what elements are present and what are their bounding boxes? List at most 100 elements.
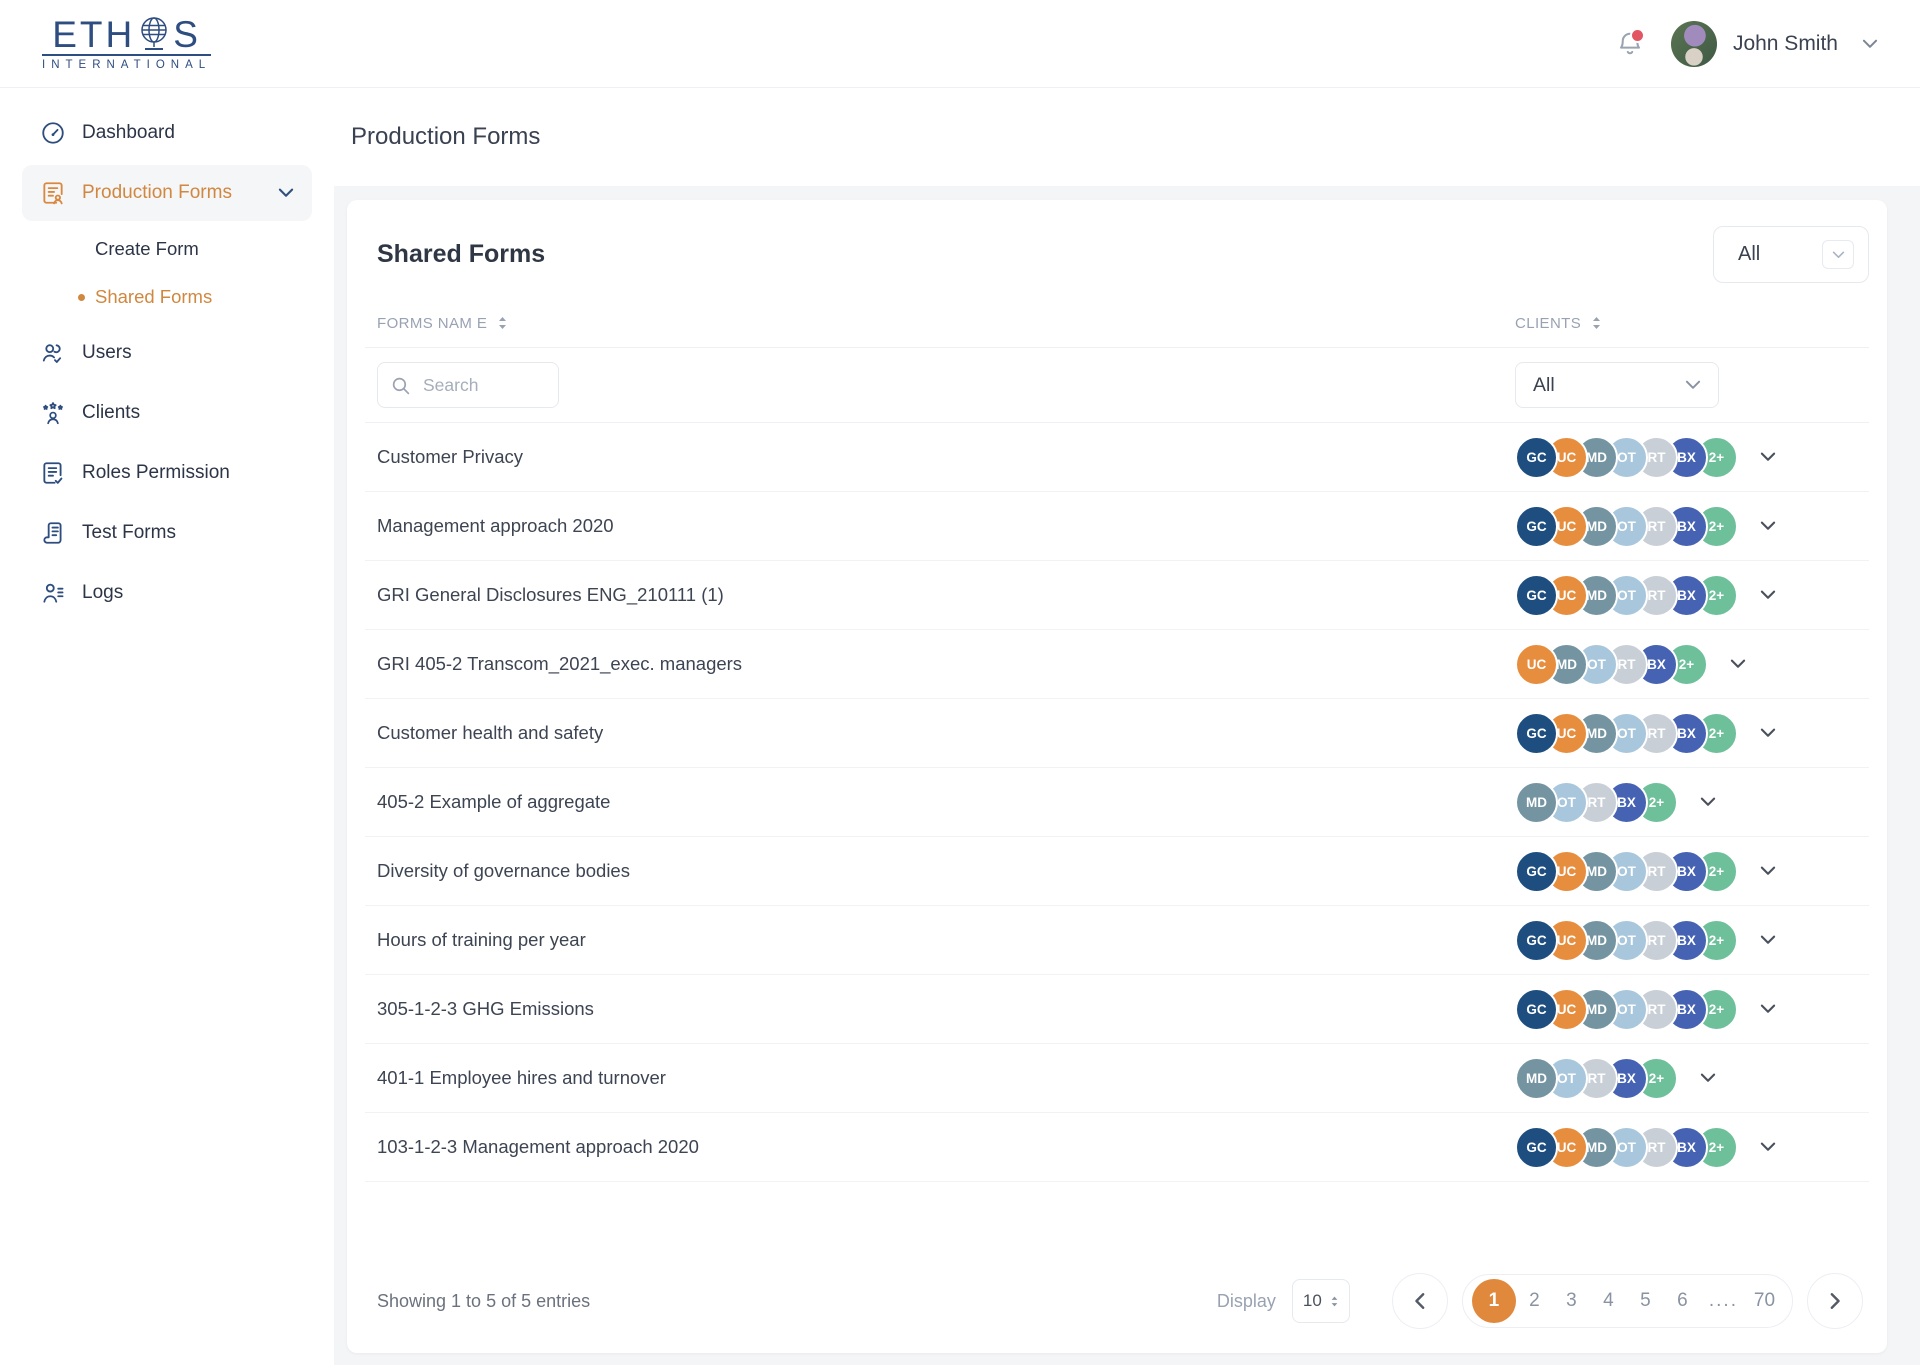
- sidebar-item-logs[interactable]: Logs: [22, 565, 312, 621]
- expand-row-chevron-icon[interactable]: [1756, 931, 1780, 949]
- expand-row-chevron-icon[interactable]: [1756, 1138, 1780, 1156]
- roles-permission-icon: [40, 460, 66, 486]
- expand-row-chevron-icon[interactable]: [1726, 655, 1750, 673]
- sidebar-item-label: Roles Permission: [82, 462, 230, 483]
- client-avatar-MD: MD: [1515, 780, 1558, 824]
- client-avatar-stack[interactable]: MD OT RT BX 2+: [1515, 780, 1678, 824]
- client-avatar-stack[interactable]: UC MD OT RT BX 2+: [1515, 642, 1708, 686]
- table-row[interactable]: 305-1-2-3 GHG Emissions GC UC MD OT RT BX 2+: [365, 975, 1869, 1044]
- sidebar-nav: Dashboard Production Forms Create Form Shar…: [0, 105, 334, 621]
- client-avatar-stack[interactable]: GC UC MD OT RT BX 2+: [1515, 849, 1738, 893]
- expand-row-chevron-icon[interactable]: [1696, 1069, 1720, 1087]
- sidebar-item-test-forms[interactable]: Test Forms: [22, 505, 312, 561]
- clients-filter-select[interactable]: All: [1515, 362, 1719, 408]
- sidebar-item-clients[interactable]: Clients: [22, 385, 312, 441]
- chevron-down-icon: [1862, 39, 1878, 49]
- table-row[interactable]: Management approach 2020 GC UC MD OT RT BX 2+: [365, 492, 1869, 561]
- clients-cell: UC MD OT RT BX 2+: [1515, 642, 1857, 686]
- table-row[interactable]: GRI 405-2 Transcom_2021_exec. managers UC…: [365, 630, 1869, 699]
- expand-row-chevron-icon[interactable]: [1756, 448, 1780, 466]
- clients-cell: GC UC MD OT RT BX 2+: [1515, 573, 1857, 617]
- clients-cell: GC UC MD OT RT BX 2+: [1515, 1125, 1857, 1169]
- previous-page-button[interactable]: [1391, 1273, 1448, 1329]
- client-avatar-GC: GC: [1515, 1125, 1558, 1169]
- form-name: Management approach 2020: [377, 515, 614, 536]
- sidebar-item-label: Logs: [82, 582, 124, 603]
- page-size-select[interactable]: 10: [1291, 1279, 1350, 1323]
- table-row[interactable]: Diversity of governance bodies GC UC MD OT RT…: [365, 837, 1869, 906]
- sidebar-item-roles-permission[interactable]: Roles Permission: [22, 445, 312, 501]
- clients-cell: GC UC MD OT RT BX 2+: [1515, 711, 1857, 755]
- users-icon: [40, 340, 66, 366]
- client-avatar-MD: MD: [1515, 1056, 1558, 1100]
- logo-text-right: S: [173, 13, 201, 55]
- expand-row-chevron-icon[interactable]: [1756, 724, 1780, 742]
- sidebar-item-users[interactable]: Users: [22, 325, 312, 381]
- expand-row-chevron-icon[interactable]: [1756, 517, 1780, 535]
- page-button-6[interactable]: 6: [1664, 1279, 1701, 1323]
- content-area: Shared Forms All FORMS NAM E CLIENTS: [334, 186, 1920, 1365]
- logo-subtitle: INTERNATIONAL: [42, 59, 212, 72]
- page-button-2[interactable]: 2: [1516, 1279, 1553, 1323]
- expand-row-chevron-icon[interactable]: [1756, 1000, 1780, 1018]
- user-avatar: [1670, 20, 1717, 67]
- client-avatar-stack[interactable]: GC UC MD OT RT BX 2+: [1515, 435, 1738, 479]
- sidebar-item-label: Clients: [82, 402, 141, 423]
- form-name: Hours of training per year: [377, 929, 586, 950]
- logo-rule: [42, 54, 212, 57]
- table-row[interactable]: Customer health and safety GC UC MD OT RT BX 2+: [365, 699, 1869, 768]
- form-name: 401-1 Employee hires and turnover: [377, 1067, 666, 1088]
- page-button-3[interactable]: 3: [1553, 1279, 1590, 1323]
- client-avatar-stack[interactable]: GC UC MD OT RT BX 2+: [1515, 1125, 1738, 1169]
- client-avatar-stack[interactable]: MD OT RT BX 2+: [1515, 1056, 1678, 1100]
- clients-cell: GC UC MD OT RT BX 2+: [1515, 435, 1857, 479]
- showing-entries-text: Showing 1 to 5 of 5 entries: [377, 1290, 591, 1311]
- clients-icon: [40, 400, 66, 426]
- page-ellipsis: ....: [1708, 1290, 1738, 1311]
- client-avatar-stack[interactable]: GC UC MD OT RT BX 2+: [1515, 918, 1738, 962]
- column-header-forms-name[interactable]: FORMS NAM E: [377, 315, 1515, 332]
- sidebar-item-shared-forms[interactable]: Shared Forms: [22, 273, 312, 321]
- sidebar-item-label: Users: [82, 342, 132, 363]
- sort-icon: [1591, 316, 1602, 330]
- search-box: [377, 362, 559, 408]
- sidebar-item-dashboard[interactable]: Dashboard: [22, 105, 312, 161]
- table-row[interactable]: GRI General Disclosures ENG_210111 (1) GC…: [365, 561, 1869, 630]
- expand-row-chevron-icon[interactable]: [1756, 586, 1780, 604]
- expand-row-chevron-icon[interactable]: [1696, 793, 1720, 811]
- page-button-4[interactable]: 4: [1590, 1279, 1627, 1323]
- search-icon: [391, 376, 410, 395]
- expand-row-chevron-icon[interactable]: [1756, 862, 1780, 880]
- table-header-row: FORMS NAM E CLIENTS: [365, 299, 1869, 348]
- table-row[interactable]: 103-1-2-3 Management approach 2020 GC UC MD…: [365, 1113, 1869, 1182]
- client-avatar-stack[interactable]: GC UC MD OT RT BX 2+: [1515, 711, 1738, 755]
- table-row[interactable]: 405-2 Example of aggregate MD OT RT BX 2+: [365, 768, 1869, 837]
- user-menu[interactable]: John Smith: [1670, 20, 1878, 67]
- search-input[interactable]: [421, 373, 545, 397]
- client-avatar-stack[interactable]: GC UC MD OT RT BX 2+: [1515, 504, 1738, 548]
- chevron-down-icon: [1822, 240, 1854, 269]
- table-row[interactable]: 401-1 Employee hires and turnover MD OT RT B…: [365, 1044, 1869, 1113]
- client-avatar-UC: UC: [1515, 642, 1558, 686]
- client-avatar-stack[interactable]: GC UC MD OT RT BX 2+: [1515, 573, 1738, 617]
- shared-forms-card: Shared Forms All FORMS NAM E CLIENTS: [347, 200, 1887, 1353]
- table-row[interactable]: Hours of training per year GC UC MD OT RT BX 2+: [365, 906, 1869, 975]
- page-button-70[interactable]: 70: [1746, 1279, 1783, 1323]
- card-title: Shared Forms: [377, 240, 546, 268]
- chevron-down-icon: [278, 188, 294, 198]
- page-button-5[interactable]: 5: [1627, 1279, 1664, 1323]
- next-page-button[interactable]: [1807, 1273, 1863, 1329]
- forms-filter-select[interactable]: All: [1713, 226, 1869, 283]
- client-avatar-stack[interactable]: GC UC MD OT RT BX 2+: [1515, 987, 1738, 1031]
- column-header-clients[interactable]: CLIENTS: [1515, 315, 1857, 332]
- table-row[interactable]: Customer Privacy GC UC MD OT RT BX 2+: [365, 423, 1869, 492]
- client-avatar-GC: GC: [1515, 918, 1558, 962]
- bell-icon: [1615, 29, 1645, 59]
- sidebar-item-production-forms[interactable]: Production Forms: [22, 165, 312, 221]
- notifications-bell-button[interactable]: [1615, 27, 1645, 59]
- globe-logo-icon: [137, 15, 171, 53]
- chevron-left-icon: [1414, 1292, 1425, 1310]
- page-button-1[interactable]: 1: [1471, 1279, 1516, 1323]
- sidebar-item-create-form[interactable]: Create Form: [22, 225, 312, 273]
- form-name: 405-2 Example of aggregate: [377, 791, 611, 812]
